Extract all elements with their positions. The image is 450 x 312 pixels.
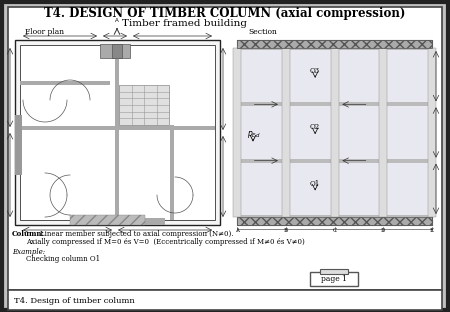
- Text: D: D: [381, 228, 386, 233]
- Bar: [115, 45, 119, 220]
- Bar: [387, 50, 428, 102]
- Text: E: E: [430, 228, 434, 233]
- Bar: [233, 48, 241, 217]
- Text: Floor plan: Floor plan: [25, 28, 64, 36]
- Bar: [282, 48, 290, 217]
- Bar: [237, 40, 432, 225]
- Bar: [237, 46, 432, 50]
- Bar: [338, 106, 379, 159]
- Text: A: A: [235, 228, 239, 233]
- Bar: [387, 163, 428, 215]
- Bar: [379, 48, 387, 217]
- Text: O2: O2: [310, 123, 320, 131]
- Text: B: B: [284, 228, 288, 233]
- Text: Example:: Example:: [12, 248, 45, 256]
- Bar: [338, 163, 379, 215]
- Bar: [20, 81, 110, 85]
- Text: Checking column O1: Checking column O1: [26, 255, 100, 263]
- Text: $p_{Ed}$: $p_{Ed}$: [247, 129, 261, 140]
- Bar: [338, 50, 379, 102]
- Bar: [112, 44, 122, 58]
- Text: Linear member subjected to axial compression (N≠0).: Linear member subjected to axial compres…: [40, 230, 234, 238]
- Bar: [100, 44, 130, 58]
- Bar: [20, 126, 215, 130]
- Bar: [170, 125, 174, 220]
- Bar: [428, 48, 436, 217]
- Bar: [241, 50, 282, 102]
- Text: Axially compressed if M=0 és V=0  (Eccentrically compressed if M≠0 és V≠0): Axially compressed if M=0 és V=0 (Eccent…: [26, 238, 305, 246]
- Bar: [70, 215, 145, 225]
- Text: A: A: [115, 18, 119, 23]
- Text: O3: O3: [310, 67, 320, 75]
- Bar: [237, 159, 432, 163]
- Bar: [8, 290, 442, 310]
- Bar: [237, 102, 432, 106]
- Bar: [20, 45, 215, 220]
- Text: C: C: [333, 228, 337, 233]
- Bar: [237, 217, 432, 225]
- Bar: [290, 106, 330, 159]
- Bar: [387, 106, 428, 159]
- Bar: [330, 48, 338, 217]
- Bar: [119, 85, 169, 125]
- Bar: [241, 106, 282, 159]
- Bar: [15, 40, 220, 225]
- Text: Section: Section: [248, 28, 277, 36]
- Bar: [237, 40, 432, 48]
- Bar: [15, 115, 22, 175]
- Text: T4. Design of timber column: T4. Design of timber column: [14, 297, 135, 305]
- Bar: [290, 50, 330, 102]
- Bar: [241, 163, 282, 215]
- Text: O1: O1: [310, 180, 320, 188]
- Bar: [70, 218, 165, 225]
- Text: Column:: Column:: [12, 230, 45, 238]
- Text: page 1: page 1: [321, 275, 347, 283]
- Bar: [310, 272, 358, 286]
- Bar: [290, 163, 330, 215]
- Text: Timber framed building: Timber framed building: [122, 19, 248, 28]
- Bar: [237, 215, 432, 219]
- Text: T4. DESIGN OF TIMBER COLUMN (axial compression): T4. DESIGN OF TIMBER COLUMN (axial compr…: [44, 7, 406, 21]
- Bar: [320, 269, 348, 274]
